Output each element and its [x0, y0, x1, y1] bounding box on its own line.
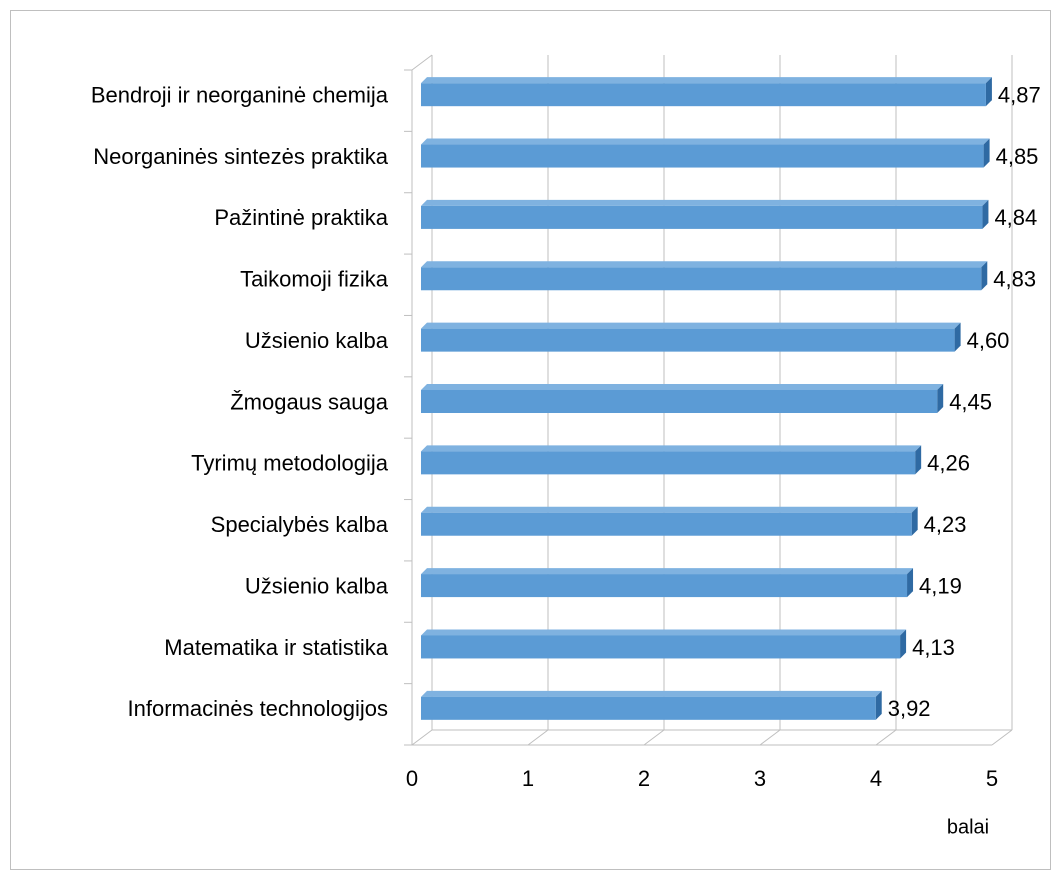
category-label: Žmogaus sauga — [230, 389, 389, 414]
bar-side — [981, 261, 988, 291]
x-tick-label: 1 — [522, 766, 534, 791]
bar-top — [421, 568, 914, 575]
bar-side — [937, 384, 944, 413]
bar — [421, 451, 916, 475]
x-tick-label: 5 — [986, 766, 998, 791]
bar-side — [900, 629, 907, 659]
wall-top-left — [411, 54, 433, 71]
x-tick-label: 4 — [870, 766, 882, 791]
bar — [421, 574, 908, 598]
category-label: Bendroji ir neorganinė chemija — [91, 82, 389, 107]
bar-side — [982, 199, 989, 229]
bar-top — [421, 690, 882, 697]
bar-top — [421, 199, 989, 206]
x-axis-label: balai — [947, 816, 989, 838]
grid-line-floor — [643, 729, 665, 746]
category-label: Neorganinės sintezės praktika — [93, 144, 388, 169]
x-tick-label: 2 — [638, 766, 650, 791]
value-label: 4,83 — [993, 267, 1036, 292]
bar-top — [421, 77, 992, 84]
bar — [421, 205, 983, 229]
bar — [421, 390, 938, 413]
bar — [421, 267, 982, 291]
bar — [421, 635, 901, 659]
category-label: Taikomoji fizika — [240, 267, 389, 292]
x-tick-label: 3 — [754, 766, 766, 791]
value-label: 4,84 — [994, 205, 1037, 230]
category-label: Užsienio kalba — [245, 573, 389, 598]
value-label: 4,23 — [924, 512, 967, 537]
value-label: 4,85 — [996, 144, 1039, 169]
bar-top — [421, 138, 990, 145]
category-label: Tyrimų metodologija — [191, 451, 389, 476]
bar — [421, 83, 986, 107]
bar-side — [983, 138, 990, 168]
bar-side — [911, 506, 918, 536]
x-tick-label: 0 — [406, 766, 418, 791]
value-label: 4,19 — [919, 573, 962, 598]
value-label: 4,60 — [967, 328, 1010, 353]
bar — [421, 144, 984, 168]
bar-top — [421, 322, 961, 329]
bar — [421, 696, 876, 720]
category-label: Specialybės kalba — [211, 512, 389, 537]
grid-line-floor — [875, 729, 897, 746]
grid-line-floor — [991, 729, 1013, 746]
value-label: 4,26 — [927, 451, 970, 476]
bar-side — [907, 568, 914, 598]
bar-top — [421, 261, 988, 268]
bar — [421, 328, 955, 352]
grid-line-floor — [411, 729, 433, 746]
bar-top — [421, 629, 907, 636]
category-label: Informacinės technologijos — [128, 696, 388, 721]
bar-side — [875, 690, 882, 720]
category-label: Užsienio kalba — [245, 328, 389, 353]
bar-side — [954, 322, 961, 352]
bar-top — [421, 384, 944, 390]
grid-line-floor — [759, 729, 781, 746]
grid-line-floor — [527, 729, 549, 746]
bar — [421, 512, 912, 536]
bar-side — [915, 445, 922, 475]
category-label: Matematika ir statistika — [164, 635, 388, 660]
category-label: Pažintinė praktika — [214, 205, 388, 230]
value-label: 4,45 — [949, 389, 992, 414]
value-label: 4,13 — [912, 635, 955, 660]
bar-top — [421, 506, 918, 513]
bar-top — [421, 445, 922, 452]
bar-side — [985, 77, 992, 107]
value-label: 4,87 — [998, 82, 1041, 107]
value-label: 3,92 — [888, 696, 931, 721]
